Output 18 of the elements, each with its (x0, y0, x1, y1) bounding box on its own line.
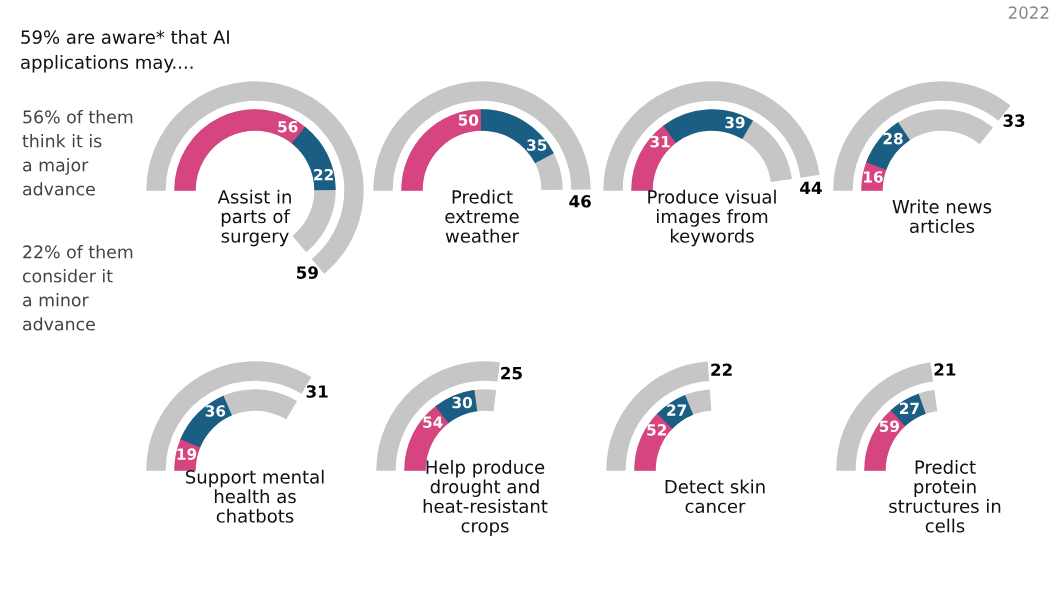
data-label: 59 (879, 420, 899, 432)
text: 22% of them consider it a minor advance (22, 245, 133, 331)
data-label: 46 (569, 195, 591, 208)
text: 56% of them think it is a major advance (22, 110, 133, 196)
data-label: 22 (711, 363, 732, 376)
data-label: 25 (501, 366, 522, 380)
category-label: Produce visual images from keywords (648, 189, 776, 247)
data-label: 27 (899, 402, 919, 414)
category-label: Write news articles (892, 199, 992, 234)
data-label: 21 (934, 363, 956, 376)
category-label: Predict protein structures in cells (889, 459, 1001, 533)
text: 2022 (1008, 6, 1049, 19)
text: 59% are aware* that AI applications may.... (21, 30, 229, 73)
data-label: 31 (306, 385, 328, 398)
category-label: Detect skin cancer (665, 479, 765, 514)
category-label: Support mental health as chatbots (185, 469, 324, 523)
category-label: Predict extreme weather (445, 189, 519, 243)
category-label: Help produce drought and heat-resistant crops (423, 459, 548, 537)
